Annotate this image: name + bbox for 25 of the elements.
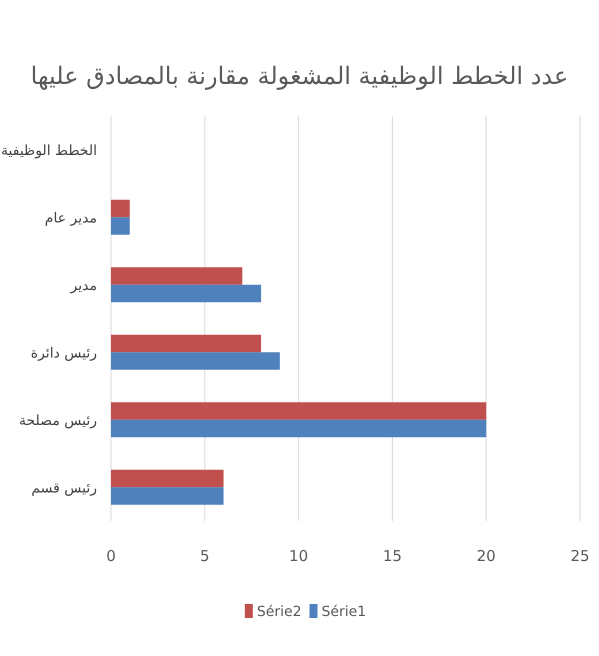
bar — [111, 402, 486, 420]
bar — [111, 200, 130, 218]
x-tick-label: 10 — [289, 547, 308, 565]
bar — [111, 420, 486, 438]
bar — [111, 334, 262, 352]
y-tick-label: مدير — [70, 278, 97, 294]
y-tick-label: الخطط الوظيفية — [1, 142, 97, 159]
bar — [111, 487, 224, 505]
chart-title: عدد الخطط الوظيفية المشغولة مقارنة بالمصادق عليها — [30, 62, 568, 90]
y-tick-label: رئيس مصلحة — [19, 412, 97, 429]
x-tick-label: 25 — [570, 547, 590, 565]
bar — [111, 217, 130, 235]
x-tick-label: 5 — [200, 547, 210, 565]
legend-label: Série1 — [322, 604, 366, 620]
bar — [111, 267, 242, 285]
bar — [111, 284, 262, 302]
bar — [111, 352, 280, 370]
x-tick-label: 15 — [382, 547, 402, 565]
y-tick-label: رئيس دائرة — [30, 345, 97, 362]
y-tick-label: مدير عام — [44, 210, 97, 226]
legend-label: Série2 — [256, 604, 302, 620]
bar — [111, 470, 224, 488]
y-tick-label: رئيس قسم — [31, 480, 97, 496]
x-tick-label: 0 — [106, 547, 116, 565]
x-tick-label: 20 — [476, 547, 496, 565]
